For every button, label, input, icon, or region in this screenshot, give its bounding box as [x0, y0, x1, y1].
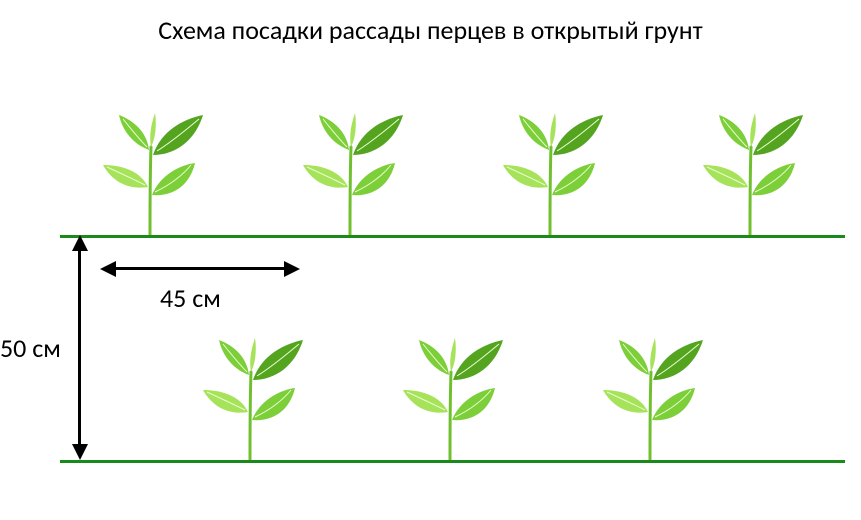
row-spacing-arrow-head-top [72, 235, 88, 251]
row-spacing-arrow-head-bottom [72, 444, 88, 460]
seedling-bottom-2 [395, 330, 505, 460]
plant-spacing-arrow [116, 267, 284, 270]
row-spacing-label: 50 см [0, 332, 61, 364]
diagram-title: Схема посадки рассады перцев в открытый … [0, 14, 861, 46]
seedling-bottom-1 [195, 330, 305, 460]
row-spacing-arrow [78, 251, 81, 444]
plant-spacing-arrow-head-left [100, 261, 116, 277]
row-line-1 [60, 235, 845, 238]
seedling-top-4 [695, 105, 805, 235]
seedling-top-1 [95, 105, 205, 235]
row-line-2 [60, 460, 845, 463]
plant-spacing-arrow-head-right [284, 261, 300, 277]
seedling-top-2 [295, 105, 405, 235]
plant-spacing-label: 45 см [160, 282, 221, 314]
seedling-top-3 [495, 105, 605, 235]
seedling-bottom-3 [595, 330, 705, 460]
